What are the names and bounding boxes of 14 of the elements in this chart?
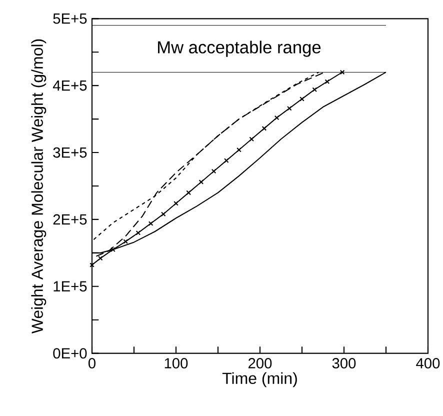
- annotation: Mw acceptable range: [158, 40, 321, 57]
- x-tick-label: 200: [248, 358, 272, 368]
- x-tick-label: 100: [164, 358, 188, 368]
- y-tick-label: 5E+5: [53, 14, 87, 24]
- x-tick-label: 300: [332, 358, 356, 368]
- y-tick-label: 1E+5: [54, 281, 87, 292]
- x-tick-label: 0: [88, 358, 96, 368]
- x-tick-label: 400: [416, 358, 440, 368]
- y-tick-label: 0E+0: [53, 348, 87, 359]
- y-axis-title: Weight Average Molecular Weight (g/mol): [31, 39, 46, 334]
- x-axis-title: Time (min): [222, 372, 297, 388]
- y-tick-label: 2E+5: [53, 214, 87, 225]
- y-tick-label: 4E+5: [52, 80, 87, 91]
- y-tick-label: 3E+5: [53, 147, 87, 158]
